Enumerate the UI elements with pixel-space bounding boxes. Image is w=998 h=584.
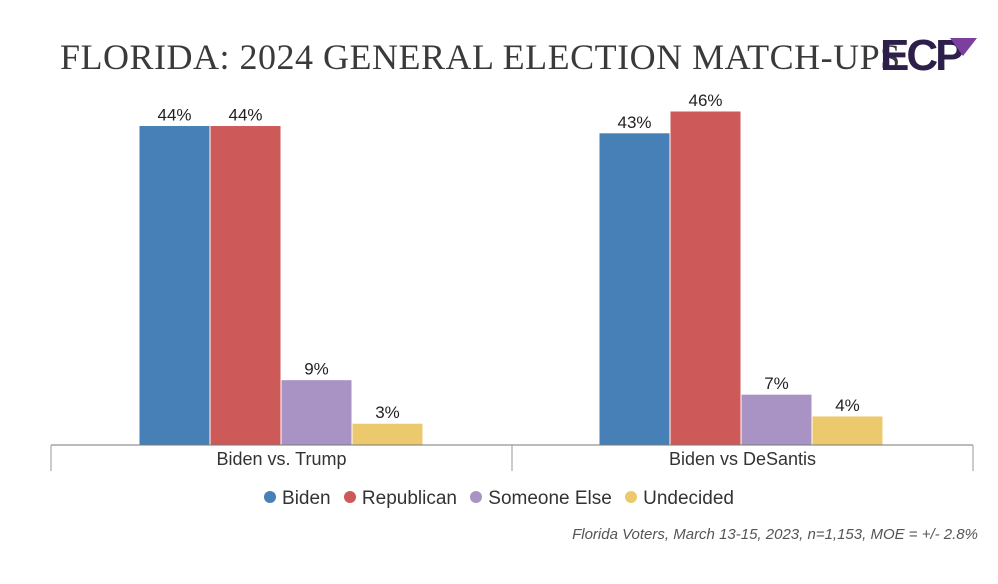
source-footnote: Florida Voters, March 13-15, 2023, n=1,1… [572, 526, 978, 543]
bar-someone-else-2 [740, 393, 813, 446]
legend-item-republican: Republican [343, 488, 457, 510]
logo-check-icon [950, 38, 977, 56]
data-label-someone-else-1: 9% [304, 360, 329, 379]
bar-undecided-2 [811, 415, 884, 446]
legend-item-someone-else: Someone Else [470, 488, 612, 510]
legend-marker-someone-else [470, 491, 483, 503]
legend-label-republican: Republican [361, 488, 457, 509]
data-label-biden-1: 44% [157, 106, 191, 125]
bar-undecided-1 [351, 422, 424, 446]
legend-marker-biden [264, 491, 277, 503]
legend-item-undecided: Undecided [625, 488, 734, 510]
legend-label-someone-else: Someone Else [488, 488, 612, 509]
data-label-biden-2: 43% [617, 113, 651, 132]
chart-title: FLORIDA: 2024 GENERAL ELECTION MATCH-UPS [60, 37, 901, 77]
bar-someone-else-1 [280, 379, 353, 446]
logo-letters: ECP [880, 31, 965, 80]
legend-label-undecided: Undecided [643, 488, 734, 509]
legend: Biden Republican Someone Else Undecided [0, 488, 998, 510]
legend-marker-undecided [625, 491, 638, 503]
data-label-undecided-2: 4% [835, 396, 860, 415]
ecp-logo: ECP [880, 32, 980, 80]
legend-label-biden: Biden [282, 488, 331, 509]
bar-chart: 44% 44% 9% 3% 43% 46% 7% 4% Biden vs. Trump Biden… [50, 91, 974, 471]
legend-item-biden: Biden [264, 488, 331, 510]
data-label-republican-2: 46% [688, 91, 722, 110]
category-label-2: Biden vs DeSantis [669, 449, 816, 469]
bar-republican-2 [669, 110, 742, 446]
bar-biden-2 [598, 132, 671, 446]
bar-biden-1 [138, 125, 211, 446]
data-label-republican-1: 44% [228, 106, 262, 125]
data-label-undecided-1: 3% [375, 403, 400, 422]
legend-marker-republican [343, 491, 356, 503]
data-label-someone-else-2: 7% [764, 374, 789, 393]
category-label-1: Biden vs. Trump [216, 449, 346, 469]
bar-republican-1 [209, 125, 282, 446]
